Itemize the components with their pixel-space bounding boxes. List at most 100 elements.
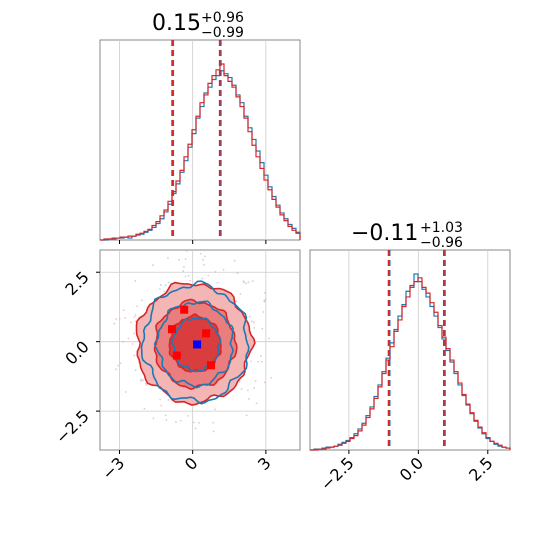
sample-point <box>236 272 239 275</box>
sample-point <box>115 318 118 320</box>
sample-point <box>140 379 142 382</box>
sample-point <box>179 419 182 422</box>
sample-point <box>164 284 167 287</box>
sample-point <box>119 362 122 365</box>
title-2-value: −0.11 <box>351 221 418 246</box>
sample-point <box>184 275 187 278</box>
sample-point <box>175 421 177 423</box>
sample-point <box>124 391 127 393</box>
title-2-plus: +1.03 <box>420 220 463 236</box>
sample-point <box>134 369 137 372</box>
hist-series-b <box>100 63 301 241</box>
y-tick-label-joint: 2.5 <box>61 268 92 299</box>
sample-point <box>198 422 200 424</box>
title-1-plus: +0.96 <box>201 10 244 26</box>
sample-point <box>202 259 204 261</box>
sample-point <box>207 274 210 277</box>
sample-point <box>201 277 204 280</box>
sample-point <box>235 300 238 303</box>
sample-point <box>113 322 116 325</box>
sample-point <box>152 264 154 266</box>
sample-point <box>245 282 247 285</box>
sample-point <box>248 397 250 400</box>
sample-point <box>212 421 215 424</box>
sample-point <box>250 360 252 363</box>
x-tick-label-joint: 0 <box>181 453 202 474</box>
title-1-value: 0.15 <box>152 11 201 36</box>
sample-point <box>194 427 197 430</box>
sample-point <box>243 281 245 284</box>
sample-point <box>203 255 206 258</box>
sample-point <box>118 317 121 320</box>
x-tick-label-hist2: 2.5 <box>465 453 496 484</box>
sample-point <box>133 354 136 357</box>
sample-point <box>183 266 185 268</box>
sample-point <box>187 414 189 417</box>
sample-point <box>122 309 125 312</box>
sample-point <box>130 321 132 324</box>
title-2-minus: −0.96 <box>420 235 463 251</box>
title-1-minus: −0.99 <box>201 25 244 41</box>
sample-point <box>163 290 166 293</box>
sample-point <box>136 305 138 308</box>
sample-point <box>263 300 266 303</box>
red-marker <box>180 305 189 314</box>
sample-point <box>245 414 248 417</box>
sample-point <box>199 252 202 255</box>
hist2-axes <box>309 249 511 451</box>
sample-point <box>167 399 170 401</box>
sample-point <box>167 256 169 259</box>
sample-point <box>145 384 148 386</box>
sample-point <box>233 259 236 262</box>
sample-point <box>182 270 185 273</box>
sample-point <box>251 280 254 283</box>
sample-point <box>252 321 255 324</box>
title-param-1: 0.15 +0.96 −0.99 <box>152 10 244 41</box>
sample-point <box>141 299 143 302</box>
sample-point <box>257 360 260 363</box>
sample-point <box>222 268 225 271</box>
y-tick-label-joint: −2.5 <box>52 407 93 448</box>
joint-plot <box>96 250 300 454</box>
red-marker <box>172 351 181 360</box>
sample-point <box>158 288 161 290</box>
sample-point <box>238 380 241 383</box>
sample-point <box>134 280 137 282</box>
sample-point <box>268 337 270 340</box>
sample-point <box>212 430 215 433</box>
sample-point <box>152 417 155 420</box>
sample-point <box>240 388 243 390</box>
sample-point <box>143 407 146 410</box>
sample-point <box>247 389 249 392</box>
sample-point <box>253 327 256 329</box>
x-tick-label-joint: 3 <box>254 453 275 474</box>
x-tick-label-hist2: −2.5 <box>317 453 358 494</box>
sample-point <box>254 379 257 382</box>
blue-marker <box>193 340 202 349</box>
sample-point <box>142 379 145 382</box>
hist-series-b <box>310 277 511 451</box>
sample-point <box>255 402 258 405</box>
sample-point <box>264 298 267 301</box>
sample-point <box>214 408 216 411</box>
sample-point <box>159 283 162 286</box>
y-tick-label-joint: 0.0 <box>61 337 92 368</box>
sample-point <box>202 263 205 266</box>
sample-point <box>178 258 180 261</box>
sample-point <box>184 258 187 260</box>
sample-point <box>262 311 265 313</box>
sample-point <box>247 281 250 284</box>
sample-point <box>164 414 167 417</box>
sample-point <box>117 364 120 367</box>
red-marker <box>202 329 211 338</box>
x-tick-label-joint: −3 <box>98 453 128 483</box>
hist1-axes <box>99 39 301 241</box>
title-param-2: −0.11 +1.03 −0.96 <box>351 220 463 251</box>
sample-point <box>160 404 163 407</box>
sample-point <box>187 274 190 277</box>
sample-point <box>239 293 242 295</box>
sample-point <box>165 418 168 421</box>
sample-point <box>133 332 136 335</box>
sample-point <box>263 381 266 384</box>
